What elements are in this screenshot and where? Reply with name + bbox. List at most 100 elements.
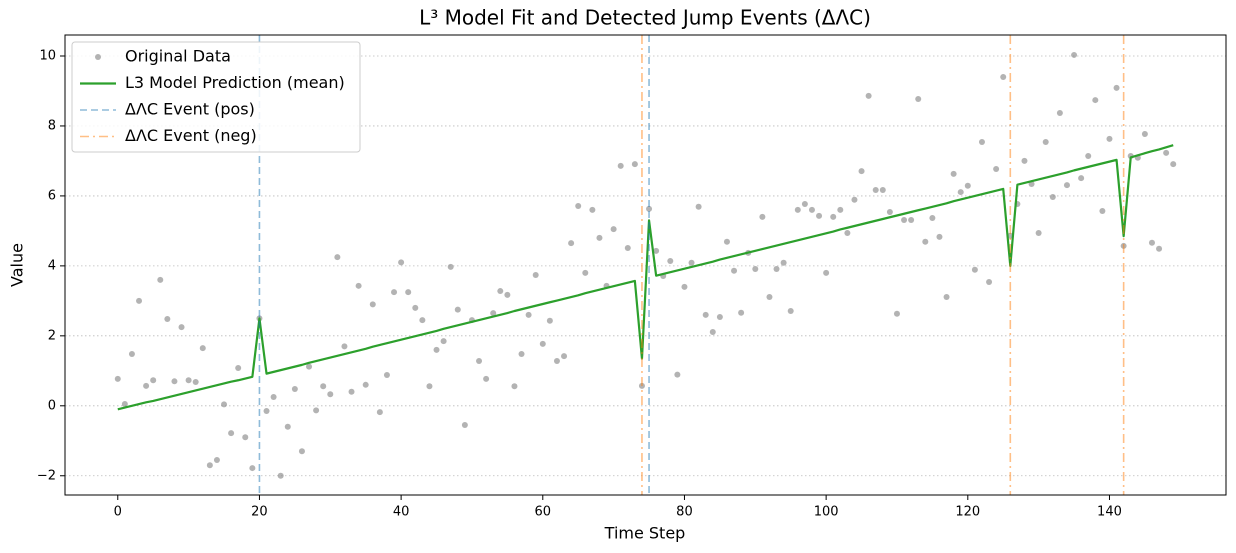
data-point [738, 309, 745, 316]
data-point [830, 213, 837, 220]
data-point [391, 289, 398, 296]
x-tick-label: 120 [955, 505, 980, 520]
data-point [646, 205, 653, 212]
data-point [440, 338, 447, 345]
data-point [766, 294, 773, 301]
data-point [1085, 153, 1092, 160]
data-point [723, 238, 730, 245]
data-point [497, 288, 504, 295]
data-point [1049, 193, 1056, 200]
data-point [511, 383, 518, 390]
data-point [978, 139, 985, 146]
data-point [249, 465, 256, 472]
data-point [348, 388, 355, 395]
data-point [263, 408, 270, 415]
data-point [270, 394, 277, 401]
data-point [596, 234, 603, 241]
data-point [1035, 229, 1042, 236]
data-point [1163, 149, 1170, 156]
data-point [334, 254, 341, 261]
data-point [667, 257, 674, 264]
data-point [561, 353, 568, 360]
data-point [582, 269, 589, 276]
data-point [801, 200, 808, 207]
data-point [1092, 97, 1099, 104]
data-point [291, 386, 298, 393]
data-point [674, 371, 681, 378]
data-point [688, 259, 695, 266]
data-point [1078, 175, 1085, 182]
data-point [844, 229, 851, 236]
x-tick-label: 20 [251, 505, 268, 520]
data-point [1099, 207, 1106, 214]
data-point [419, 317, 426, 324]
data-point [518, 351, 525, 358]
data-point [851, 196, 858, 203]
x-tick-label: 80 [676, 505, 693, 520]
data-point [986, 278, 993, 285]
data-point [865, 92, 872, 99]
data-point [178, 324, 185, 331]
data-point [617, 162, 624, 169]
data-point [454, 306, 461, 313]
data-point [483, 375, 490, 382]
data-point [553, 358, 560, 365]
data-point [320, 383, 327, 390]
data-point [171, 378, 178, 385]
y-tick-label: 8 [48, 118, 56, 133]
legend-marker [95, 54, 101, 60]
data-point [213, 457, 220, 464]
data-point [773, 266, 780, 273]
data-point [1141, 130, 1148, 137]
legend: Original Data L3 Model Prediction (mean) Δ… [71, 41, 361, 153]
x-tick-label: 140 [1097, 505, 1122, 520]
data-point [929, 214, 936, 221]
data-point [808, 206, 815, 213]
x-tick-label: 60 [535, 505, 552, 520]
data-point [950, 170, 957, 177]
plot-frame [64, 34, 1227, 496]
data-point [1021, 157, 1028, 164]
data-point [823, 269, 830, 276]
data-point [532, 271, 539, 278]
data-point [114, 375, 121, 382]
data-point [313, 407, 320, 414]
y-tick-label: 6 [48, 188, 56, 203]
data-point [1170, 161, 1177, 168]
data-point [681, 283, 688, 290]
data-point [631, 161, 638, 168]
legend-label: L3 Model Prediction (mean) [125, 73, 345, 92]
y-tick-label: 10 [39, 48, 56, 63]
data-point [1063, 182, 1070, 189]
data-point [277, 472, 284, 479]
data-point [893, 310, 900, 317]
data-point [872, 186, 879, 193]
x-axis-label: Time Step [604, 524, 686, 543]
data-point [355, 282, 362, 289]
x-tick-label: 0 [114, 505, 122, 520]
data-point [525, 311, 532, 318]
data-point [412, 304, 419, 311]
data-point [568, 240, 575, 247]
data-point [575, 203, 582, 210]
data-point [376, 409, 383, 416]
data-point [426, 383, 433, 390]
data-point [539, 340, 546, 347]
data-point [943, 294, 950, 301]
data-point [624, 245, 631, 252]
legend-label: ΔΛC Event (neg) [125, 126, 257, 145]
data-point [610, 226, 617, 233]
chart-title: L³ Model Fit and Detected Jump Events (Δ… [419, 6, 871, 30]
data-point [192, 379, 199, 386]
data-point [235, 365, 242, 372]
data-point [504, 291, 511, 298]
data-point [221, 401, 228, 408]
y-tick-label: 2 [48, 328, 56, 343]
data-point [879, 186, 886, 193]
data-point [341, 343, 348, 350]
data-point [964, 182, 971, 189]
data-point [901, 217, 908, 224]
data-point [546, 317, 553, 324]
data-point [709, 328, 716, 335]
